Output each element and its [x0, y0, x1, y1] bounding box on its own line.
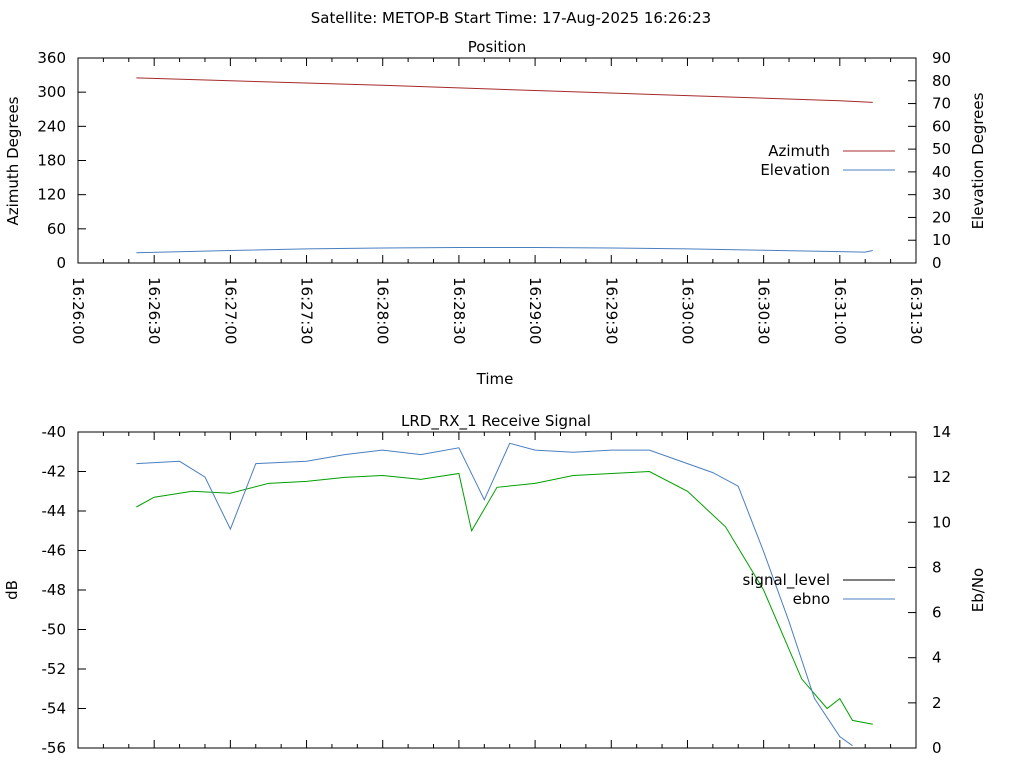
y2-tick-label: 6 — [932, 604, 942, 622]
legend-elevation-label: Elevation — [760, 161, 830, 179]
elevation-line — [136, 247, 873, 254]
x-tick-label: 16:30:30 — [755, 277, 773, 344]
x-tick-label: 16:28:30 — [450, 277, 468, 344]
x-tick-label: 16:26:00 — [69, 277, 87, 344]
signal-y-axis: -40 -42 -44 -46 -48 -50 -52 -54 -56 — [42, 423, 86, 757]
legend-azimuth-label: Azimuth — [768, 142, 830, 160]
x-tick-label: 16:31:30 — [907, 277, 925, 344]
y2-tick-label: 80 — [932, 72, 951, 90]
y2-tick-label: 20 — [932, 208, 951, 226]
y-tick-label: -46 — [42, 542, 67, 560]
y-tick-label: -56 — [42, 739, 67, 757]
y2-tick-label: 4 — [932, 649, 942, 667]
y2-tick-label: 10 — [932, 231, 951, 249]
x-tick-label: 16:27:30 — [298, 277, 316, 344]
y-tick-label: -54 — [42, 700, 67, 718]
signal-title: LRD_RX_1 Receive Signal — [401, 412, 591, 431]
position-title: Position — [468, 38, 526, 56]
x-tick-label: 16:29:00 — [526, 277, 544, 344]
signal-series — [136, 442, 873, 747]
legend-ebno-label: ebno — [793, 590, 830, 608]
y-tick-label: 60 — [47, 220, 66, 238]
y-tick-label: -42 — [42, 463, 67, 481]
y2-tick-label: 14 — [932, 423, 951, 441]
signal-x-axis — [77, 432, 917, 748]
x-tick-label: 16:30:00 — [678, 277, 696, 344]
y2-tick-label: 12 — [932, 468, 951, 486]
y-tick-label: 240 — [37, 117, 66, 135]
y-tick-label: -44 — [42, 502, 67, 520]
signal-plot-frame — [77, 431, 917, 749]
y-tick-label: 0 — [56, 254, 66, 272]
x-tick-label: 16:28:00 — [374, 277, 392, 344]
position-panel: Position 0 60 120 180 240 300 360 0 10 20 30 40 50 6… — [4, 38, 987, 388]
signal-panel: LRD_RX_1 Receive Signal -40-42-44-46-48-… — [3, 412, 987, 757]
y2-tick-label: 8 — [932, 558, 942, 576]
y-tick-label: -48 — [42, 581, 67, 599]
y2-tick-label: 10 — [932, 513, 951, 531]
y2-tick-label: 70 — [932, 95, 951, 113]
y2-tick-label: 40 — [932, 163, 951, 181]
position-y-axis: 0 60 120 180 240 300 360 — [37, 49, 86, 272]
y2-tick-label: 30 — [932, 186, 951, 204]
y2-tick-label: 60 — [932, 117, 951, 135]
position-y-label: Azimuth Degrees — [4, 96, 22, 225]
y2-tick-label: 0 — [932, 254, 942, 272]
y-tick-label: -50 — [42, 621, 67, 639]
header-title: Satellite: METOP-B Start Time: 17-Aug-20… — [311, 9, 711, 27]
x-tick-label: 16:31:00 — [831, 277, 849, 344]
y-tick-label: 180 — [37, 152, 66, 170]
signal-legend: signal_level ebno — [742, 571, 895, 608]
x-tick-label: 16:27:00 — [221, 277, 239, 344]
y-tick-label: -40 — [42, 423, 67, 441]
position-x-axis: 16:26:00 16:26:30 16:27:00 16:27:30 16:28:00… — [69, 58, 925, 344]
signal-y-label: dB — [3, 580, 21, 600]
signal-y2-axis: 0 2 4 6 8 10 12 14 — [908, 423, 951, 757]
x-tick-label: 16:26:30 — [145, 277, 163, 344]
legend-signal-level-label: signal_level — [742, 571, 830, 590]
y2-tick-label: 50 — [932, 140, 951, 158]
position-series — [136, 77, 873, 254]
position-legend: Azimuth Elevation — [760, 142, 895, 179]
position-x-label: Time — [476, 370, 514, 388]
ebno-line — [136, 442, 853, 747]
y2-tick-label: 90 — [932, 49, 951, 67]
signal-y2-label: Eb/No — [969, 568, 987, 612]
y2-tick-label: 2 — [932, 694, 942, 712]
x-tick-label: 16:29:30 — [602, 277, 620, 344]
y-tick-label: 300 — [37, 83, 66, 101]
y2-tick-label: 0 — [932, 739, 942, 757]
azimuth-line — [136, 77, 873, 103]
y-tick-label: -52 — [42, 660, 67, 678]
position-y2-axis: 0 10 20 30 40 50 60 70 80 90 — [908, 49, 951, 272]
y-tick-label: 120 — [37, 186, 66, 204]
y-tick-label: 360 — [37, 49, 66, 67]
signal-level-line — [136, 470, 873, 725]
position-y2-label: Elevation Degrees — [969, 92, 987, 229]
